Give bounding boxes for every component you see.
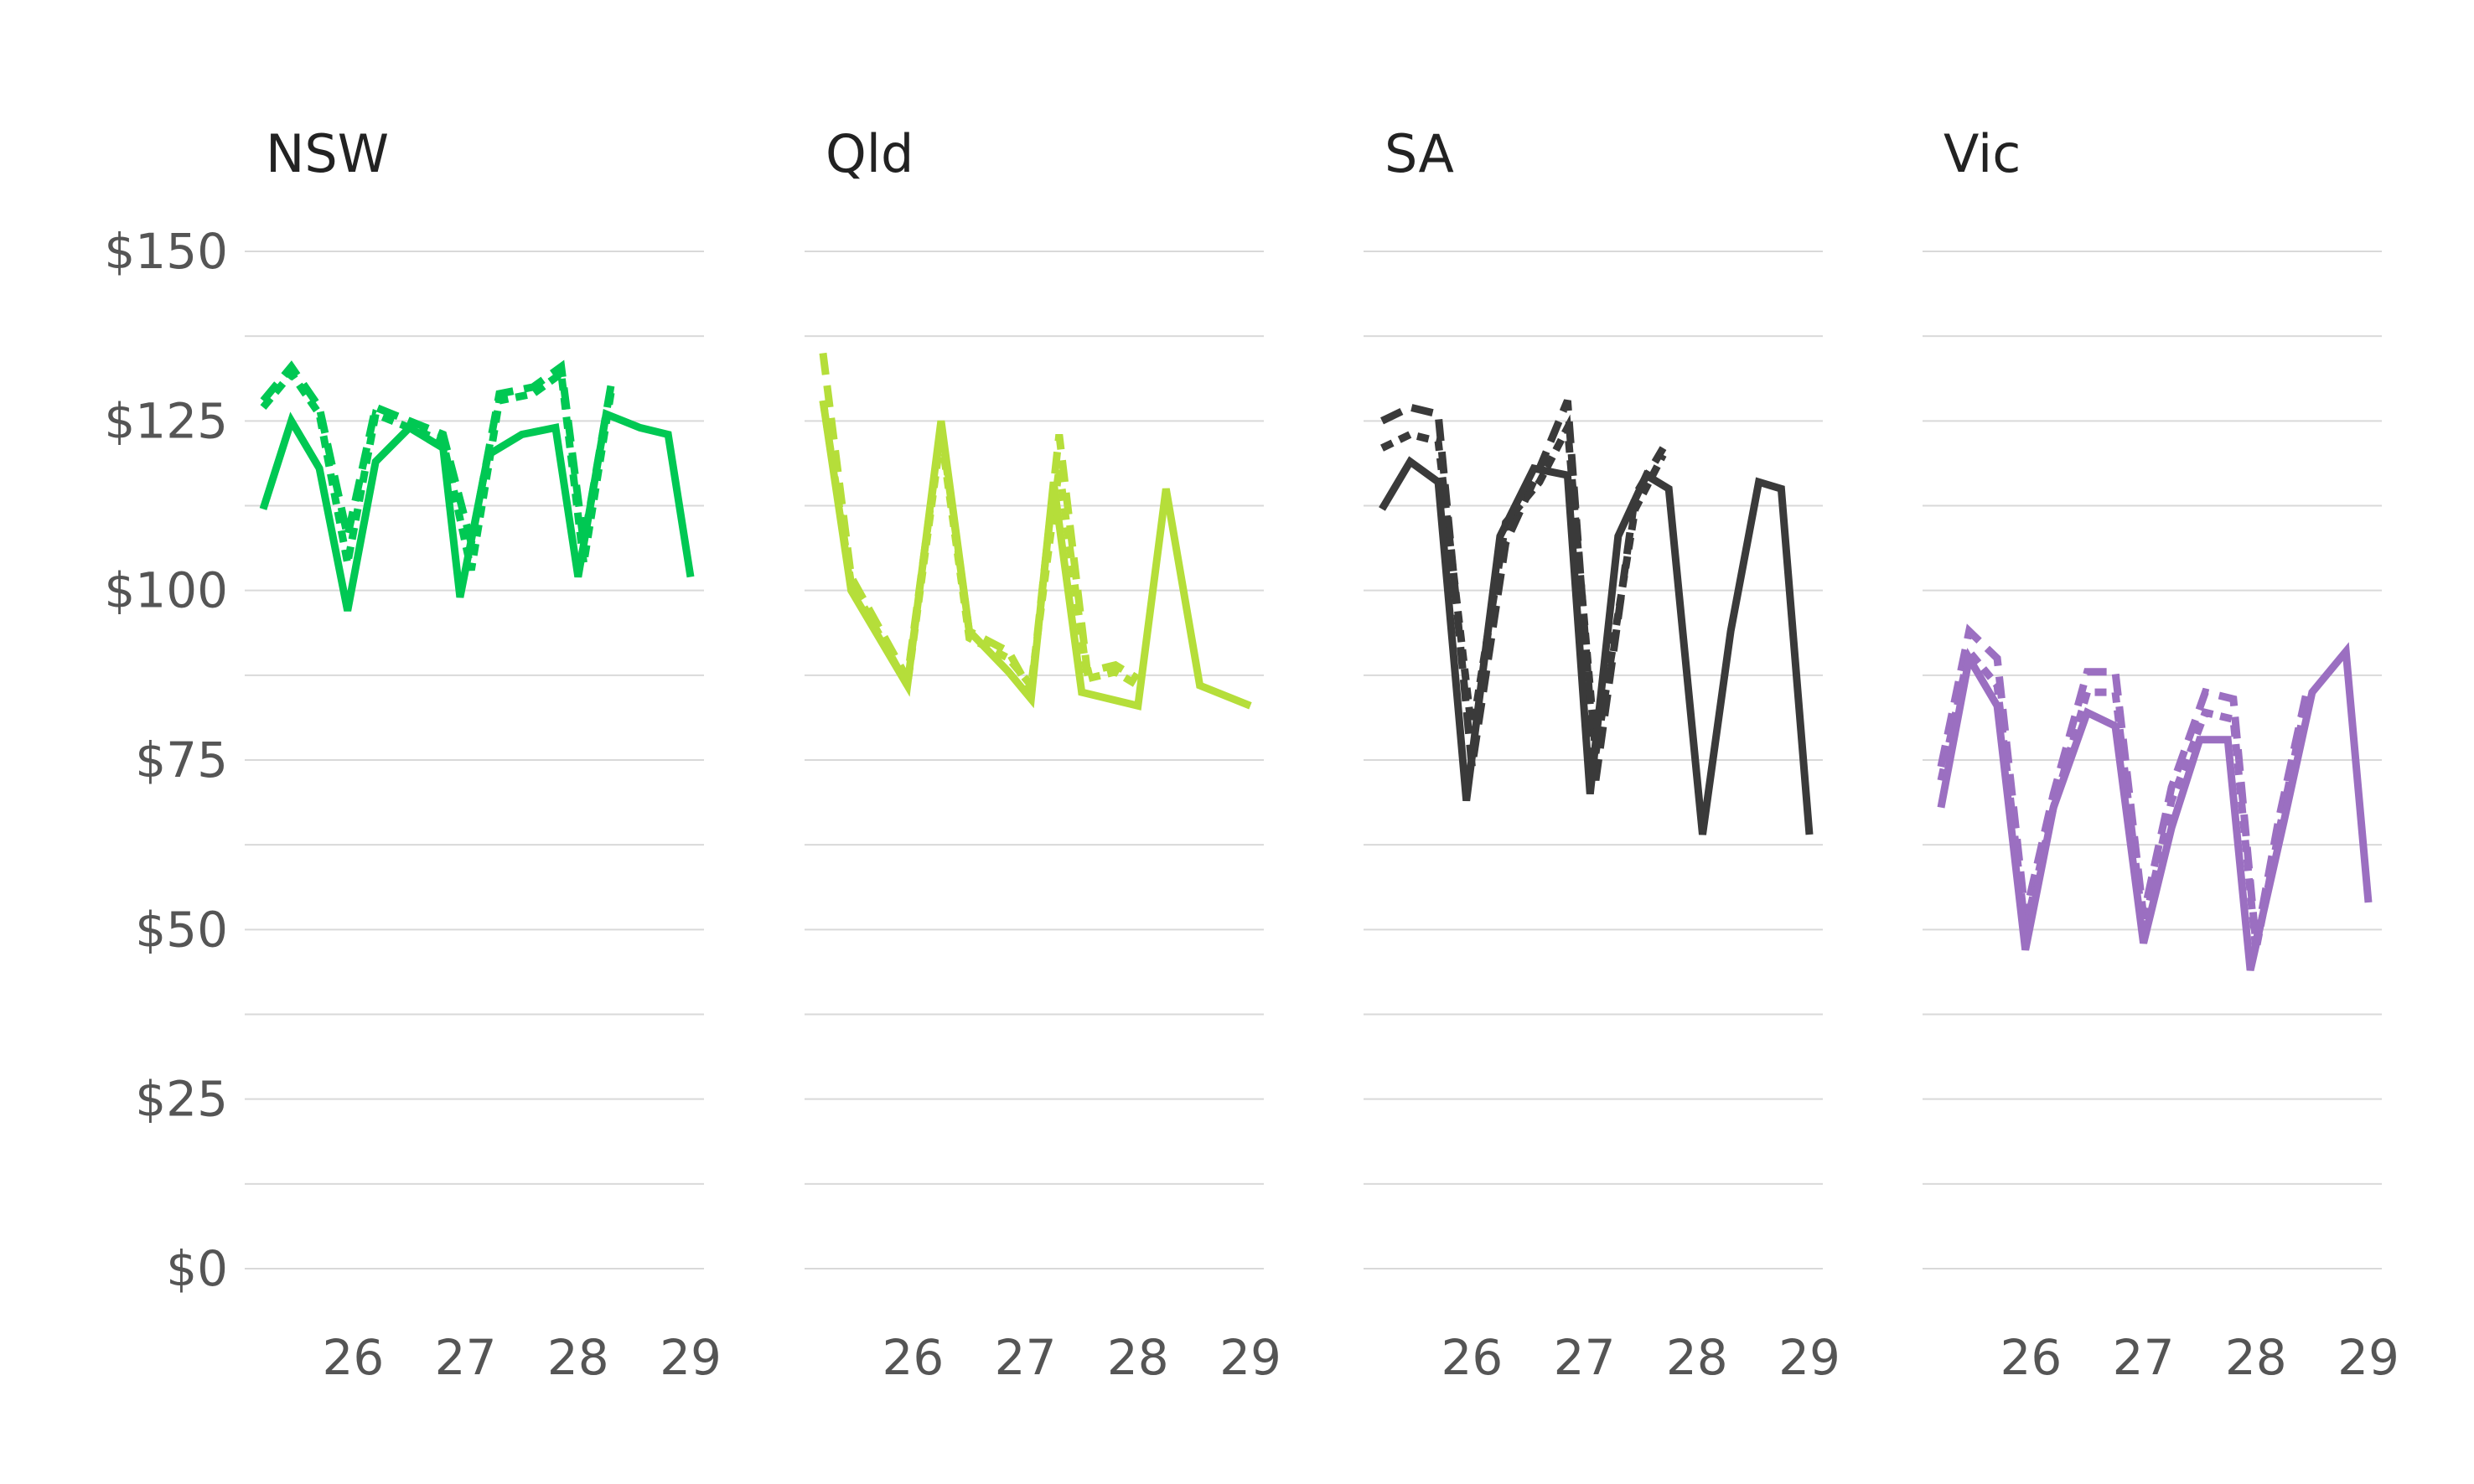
series-line-solid [819, 400, 1252, 711]
series-line-solid [1379, 456, 1814, 835]
x-tick-label: 27 [995, 1329, 1057, 1386]
x-tick-label: 26 [2000, 1329, 2062, 1386]
x-tick-label: 26 [322, 1329, 384, 1386]
x-tick-label: 26 [1441, 1329, 1503, 1386]
panel-sa: SA 26 27 28 29 [1364, 123, 1840, 1386]
series-line-dashed [819, 352, 1141, 705]
x-tick-label: 28 [547, 1329, 609, 1386]
series-line-dotted [819, 400, 1141, 698]
y-tick-label: $150 [104, 223, 228, 280]
y-tick-label: $50 [135, 901, 228, 958]
y-tick-label: $125 [104, 392, 228, 449]
panel-nsw: NSW 26 27 28 29 [245, 123, 722, 1386]
series-line-solid [259, 408, 695, 612]
panel-title: SA [1385, 123, 1454, 184]
panel-vic: Vic 26 27 28 29 [1923, 123, 2399, 1386]
chart-panels: $0 $25 $50 $75 $100 $125 $150 NSW 26 27 28 29 Qld 26 2… [104, 123, 2399, 1386]
panel-title: Vic [1943, 123, 2021, 184]
series-line-solid [1937, 642, 2373, 971]
panel-title: Qld [826, 123, 914, 184]
x-tick-label: 27 [435, 1329, 497, 1386]
x-tick-label: 29 [1778, 1329, 1840, 1386]
x-tick-label: 27 [1554, 1329, 1616, 1386]
panel-qld: Qld 26 27 28 29 [805, 123, 1281, 1386]
y-tick-label: $100 [104, 562, 228, 619]
x-tick-label: 28 [1107, 1329, 1169, 1386]
panel-title: NSW [266, 123, 389, 184]
y-tick-label: $0 [166, 1240, 228, 1297]
x-tick-label: 29 [2337, 1329, 2399, 1386]
series-line-dotted [1380, 414, 1667, 754]
x-tick-label: 28 [1666, 1329, 1728, 1386]
x-tick-label: 29 [660, 1329, 722, 1386]
x-tick-label: 26 [882, 1329, 944, 1386]
series-line-dashed [260, 359, 616, 545]
x-tick-label: 28 [2225, 1329, 2287, 1386]
y-tick-label: $25 [135, 1071, 228, 1128]
x-tick-label: 27 [2113, 1329, 2175, 1386]
x-tick-label: 29 [1219, 1329, 1281, 1386]
y-tick-label: $75 [135, 732, 228, 789]
